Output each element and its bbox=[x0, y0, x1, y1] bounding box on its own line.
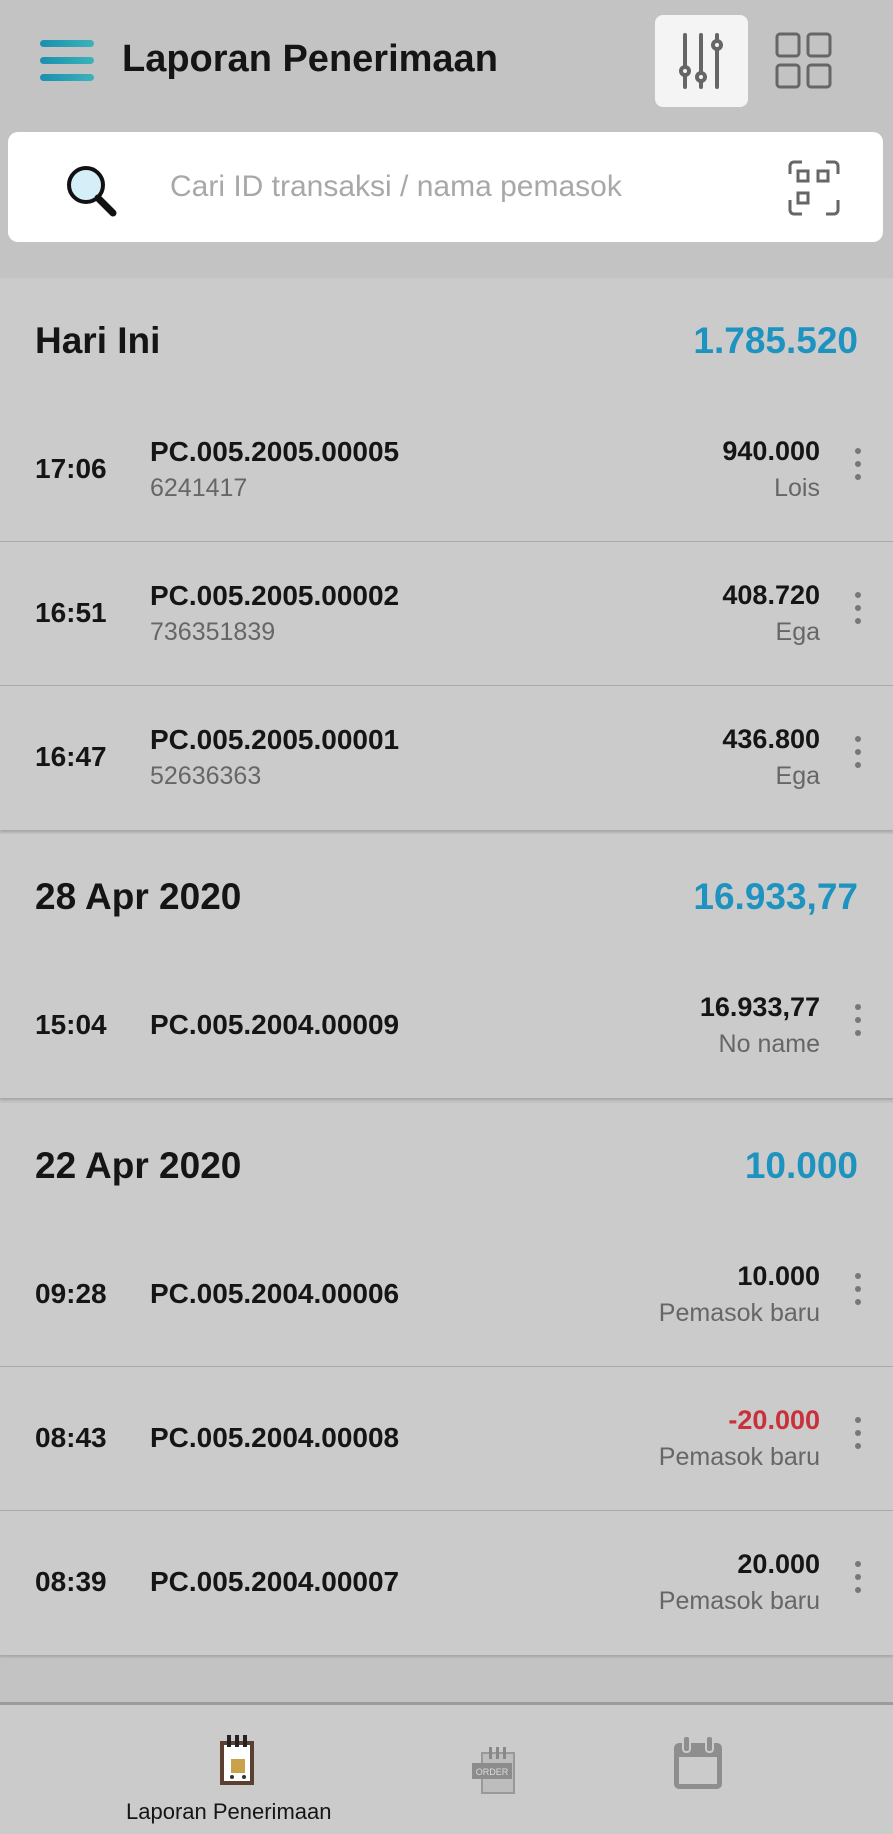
transaction-time: 17:06 bbox=[35, 453, 107, 484]
more-options-icon[interactable] bbox=[853, 1417, 863, 1456]
nav-label-laporan-penerimaan[interactable]: Laporan Penerimaan bbox=[126, 1799, 332, 1824]
transaction-row[interactable]: 08:39 PC.005.2004.00007 20.000 Pemasok b… bbox=[0, 1511, 893, 1655]
filter-button[interactable] bbox=[655, 15, 748, 107]
transaction-time: 16:51 bbox=[35, 597, 107, 628]
more-options-icon[interactable] bbox=[853, 448, 863, 487]
section-header: Hari Ini 1.785.520 bbox=[0, 278, 893, 398]
bottom-nav: ORDER Laporan Penerimaan bbox=[0, 1702, 893, 1834]
section-total: 16.933,77 bbox=[693, 876, 858, 917]
receipt-cart-icon[interactable] bbox=[218, 1733, 256, 1787]
app-bar: Laporan Penerimaan bbox=[0, 0, 893, 122]
transaction-amount: 408.720 bbox=[722, 580, 820, 610]
transaction-row[interactable]: 16:51 PC.005.2005.00002 736351839 408.72… bbox=[0, 542, 893, 686]
section-date: 28 Apr 2020 bbox=[35, 876, 242, 917]
transaction-ref: 52636363 bbox=[150, 762, 262, 790]
supplier-name: Pemasok baru bbox=[658, 1443, 820, 1471]
transaction-time: 09:28 bbox=[35, 1278, 107, 1309]
more-options-icon[interactable] bbox=[853, 1004, 863, 1043]
transaction-id: PC.005.2005.00002 bbox=[150, 580, 400, 611]
transaction-amount: 436.800 bbox=[722, 724, 820, 754]
svg-text:ORDER: ORDER bbox=[476, 1767, 509, 1777]
supplier-name: Ega bbox=[775, 618, 820, 646]
transaction-id: PC.005.2005.00001 bbox=[150, 724, 400, 755]
transaction-amount: -20.000 bbox=[728, 1405, 820, 1435]
section-header: 22 Apr 2020 10.000 bbox=[0, 1103, 893, 1223]
transaction-amount: 940.000 bbox=[722, 436, 820, 466]
supplier-name: Pemasok baru bbox=[658, 1587, 820, 1615]
transaction-row[interactable]: 15:04 PC.005.2004.00009 16.933,77 No nam… bbox=[0, 954, 893, 1098]
more-options-icon[interactable] bbox=[853, 1273, 863, 1312]
grid-view-button[interactable] bbox=[775, 32, 833, 90]
transaction-id: PC.005.2004.00006 bbox=[150, 1278, 400, 1309]
transaction-id: PC.005.2004.00008 bbox=[150, 1422, 400, 1453]
scan-icon[interactable] bbox=[788, 160, 840, 216]
supplier-name: No name bbox=[718, 1030, 820, 1058]
sliders-icon bbox=[679, 33, 723, 89]
hamburger-icon[interactable] bbox=[40, 40, 94, 82]
transaction-time: 16:47 bbox=[35, 741, 107, 772]
search-placeholder: Cari ID transaksi / nama pemasok bbox=[170, 170, 622, 203]
grid-icon bbox=[775, 32, 832, 89]
transaction-row[interactable]: 09:28 PC.005.2004.00006 10.000 Pemasok b… bbox=[0, 1223, 893, 1367]
magnifier-icon bbox=[67, 166, 117, 217]
transaction-id: PC.005.2004.00009 bbox=[150, 1009, 400, 1040]
more-options-icon[interactable] bbox=[853, 736, 863, 775]
more-options-icon[interactable] bbox=[853, 1561, 863, 1600]
section-total: 1.785.520 bbox=[693, 320, 858, 361]
transaction-amount: 16.933,77 bbox=[699, 992, 820, 1022]
section-date: 22 Apr 2020 bbox=[35, 1145, 242, 1186]
section-date: Hari Ini bbox=[35, 320, 161, 361]
transaction-id: PC.005.2004.00007 bbox=[150, 1566, 400, 1597]
page-title: Laporan Penerimaan bbox=[122, 38, 498, 80]
date-section: 22 Apr 2020 10.000 09:28 PC.005.2004.0000… bbox=[0, 1103, 893, 1655]
section-total: 10.000 bbox=[744, 1145, 858, 1186]
order-icon[interactable]: ORDER bbox=[472, 1745, 518, 1795]
transaction-row[interactable]: 08:43 PC.005.2004.00008 -20.000 Pemasok … bbox=[0, 1367, 893, 1511]
transaction-amount: 20.000 bbox=[737, 1549, 820, 1579]
transaction-time: 08:39 bbox=[35, 1566, 107, 1597]
transaction-amount: 10.000 bbox=[737, 1261, 820, 1291]
calendar-icon[interactable] bbox=[672, 1735, 724, 1791]
supplier-name: Ega bbox=[775, 762, 820, 790]
supplier-name: Lois bbox=[774, 474, 820, 502]
supplier-name: Pemasok baru bbox=[658, 1299, 820, 1327]
date-section: 28 Apr 2020 16.933,77 15:04 PC.005.2004.0… bbox=[0, 834, 893, 1098]
search-input[interactable]: Cari ID transaksi / nama pemasok bbox=[8, 132, 883, 242]
transaction-ref: 6241417 bbox=[150, 474, 248, 502]
more-options-icon[interactable] bbox=[853, 592, 863, 631]
transaction-row[interactable]: 16:47 PC.005.2005.00001 52636363 436.800… bbox=[0, 686, 893, 830]
transaction-time: 15:04 bbox=[35, 1009, 107, 1040]
transaction-time: 08:43 bbox=[35, 1422, 107, 1453]
section-header: 28 Apr 2020 16.933,77 bbox=[0, 834, 893, 954]
transaction-ref: 736351839 bbox=[150, 618, 276, 646]
date-section: Hari Ini 1.785.520 17:06 PC.005.2005.0000… bbox=[0, 278, 893, 830]
transaction-id: PC.005.2005.00005 bbox=[150, 436, 400, 467]
transaction-row[interactable]: 17:06 PC.005.2005.00005 6241417 940.000 … bbox=[0, 398, 893, 542]
